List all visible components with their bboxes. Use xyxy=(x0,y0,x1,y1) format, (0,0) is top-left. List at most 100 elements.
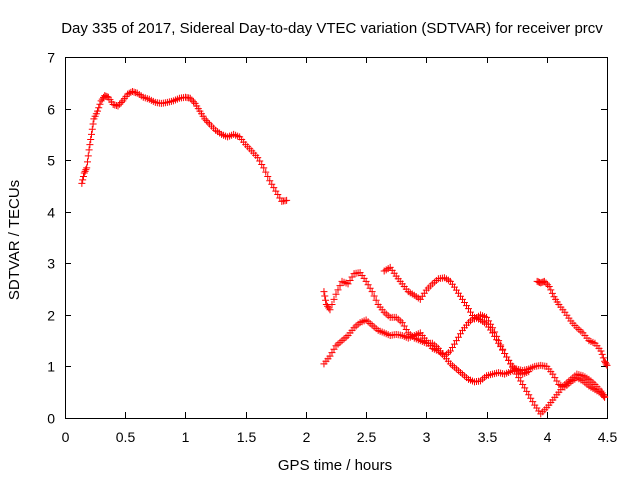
data-point xyxy=(599,391,607,399)
x-tick-label: 0 xyxy=(62,429,70,445)
series-arc-1 xyxy=(78,88,291,205)
data-point xyxy=(601,392,609,400)
data-point xyxy=(264,172,272,180)
data-point xyxy=(81,167,89,175)
data-point xyxy=(548,289,556,297)
chart-title: Day 335 of 2017, Sidereal Day-to-day VTE… xyxy=(61,20,603,37)
plot-frame xyxy=(65,57,608,419)
series-arc-3 xyxy=(320,313,609,418)
data-point xyxy=(597,347,605,355)
y-tick-label: 7 xyxy=(47,50,55,66)
data-point xyxy=(87,130,95,138)
data-point xyxy=(114,102,122,110)
data-point xyxy=(202,117,210,125)
y-axis-label: SDTVAR / TECUs xyxy=(6,180,23,300)
data-point xyxy=(320,288,328,296)
data-point xyxy=(117,99,125,107)
data-point xyxy=(83,158,91,166)
data-point xyxy=(544,281,552,289)
data-point xyxy=(336,282,344,290)
data-point xyxy=(132,89,140,97)
data-point xyxy=(321,292,329,300)
data-point xyxy=(83,164,91,172)
data-point xyxy=(79,172,87,180)
x-tick-label: 3 xyxy=(423,429,431,445)
data-point xyxy=(602,360,610,368)
y-tick-label: 0 xyxy=(47,411,55,427)
data-point xyxy=(545,282,553,290)
data-point xyxy=(96,100,104,108)
data-point xyxy=(332,290,340,298)
y-tick-label: 4 xyxy=(47,205,55,221)
data-point xyxy=(603,361,611,369)
data-point xyxy=(497,341,505,349)
data-point xyxy=(124,90,132,98)
y-tick-label: 1 xyxy=(47,359,55,375)
data-point xyxy=(499,345,507,353)
series-arc-4 xyxy=(380,263,533,378)
data-point xyxy=(82,166,90,174)
y-tick-label: 6 xyxy=(47,102,55,118)
data-points xyxy=(78,88,611,418)
data-point xyxy=(368,288,376,296)
series-arc-5 xyxy=(533,277,611,369)
data-point xyxy=(334,286,342,294)
data-point xyxy=(326,306,334,314)
y-tick-label: 3 xyxy=(47,256,55,272)
x-tick-label: 4.5 xyxy=(598,429,618,445)
data-point xyxy=(78,179,86,187)
y-tick-label: 2 xyxy=(47,308,55,324)
x-tick-label: 1 xyxy=(182,429,190,445)
data-point xyxy=(130,88,138,96)
data-point xyxy=(547,286,555,294)
data-point xyxy=(262,168,270,176)
data-point xyxy=(186,94,194,102)
data-point xyxy=(201,115,209,123)
data-point xyxy=(80,169,88,177)
data-point xyxy=(86,141,94,149)
data-point xyxy=(542,279,550,287)
x-axis-label: GPS time / hours xyxy=(278,457,392,474)
x-tick-label: 2.5 xyxy=(357,429,377,445)
data-point xyxy=(125,89,133,97)
data-point xyxy=(79,176,87,184)
data-point xyxy=(370,292,378,300)
data-point xyxy=(330,295,338,303)
data-point xyxy=(598,350,606,358)
data-point xyxy=(128,88,136,96)
data-point xyxy=(491,328,499,336)
data-point xyxy=(112,101,120,109)
data-point xyxy=(325,304,333,312)
data-point xyxy=(109,100,117,108)
data-point xyxy=(87,136,95,144)
data-point xyxy=(493,332,501,340)
x-tick-label: 2 xyxy=(303,429,311,445)
data-point xyxy=(283,196,291,204)
data-point xyxy=(189,98,197,106)
x-tick-label: 1.5 xyxy=(237,429,257,445)
data-point xyxy=(204,118,212,126)
data-point xyxy=(599,354,607,362)
data-point xyxy=(260,164,268,172)
data-point xyxy=(328,301,336,309)
data-point xyxy=(489,324,497,332)
data-point xyxy=(116,100,124,108)
data-point xyxy=(540,277,548,285)
axis-ticks: 0 0.5 1 1.5 2 2.5 3 3.5 4 4.5 0 1 2 3 4 5 6 7 xyxy=(47,50,617,446)
data-point xyxy=(89,120,97,128)
data-point xyxy=(188,96,196,104)
data-point xyxy=(84,152,92,160)
y-tick-label: 5 xyxy=(47,153,55,169)
data-point xyxy=(85,146,93,154)
data-point xyxy=(95,104,103,112)
data-point xyxy=(88,125,96,133)
data-point xyxy=(525,368,533,376)
x-tick-label: 3.5 xyxy=(478,429,498,445)
data-point xyxy=(322,296,330,304)
data-point xyxy=(94,107,102,115)
data-point xyxy=(372,296,380,304)
x-tick-label: 4 xyxy=(544,429,552,445)
data-point xyxy=(111,101,119,109)
